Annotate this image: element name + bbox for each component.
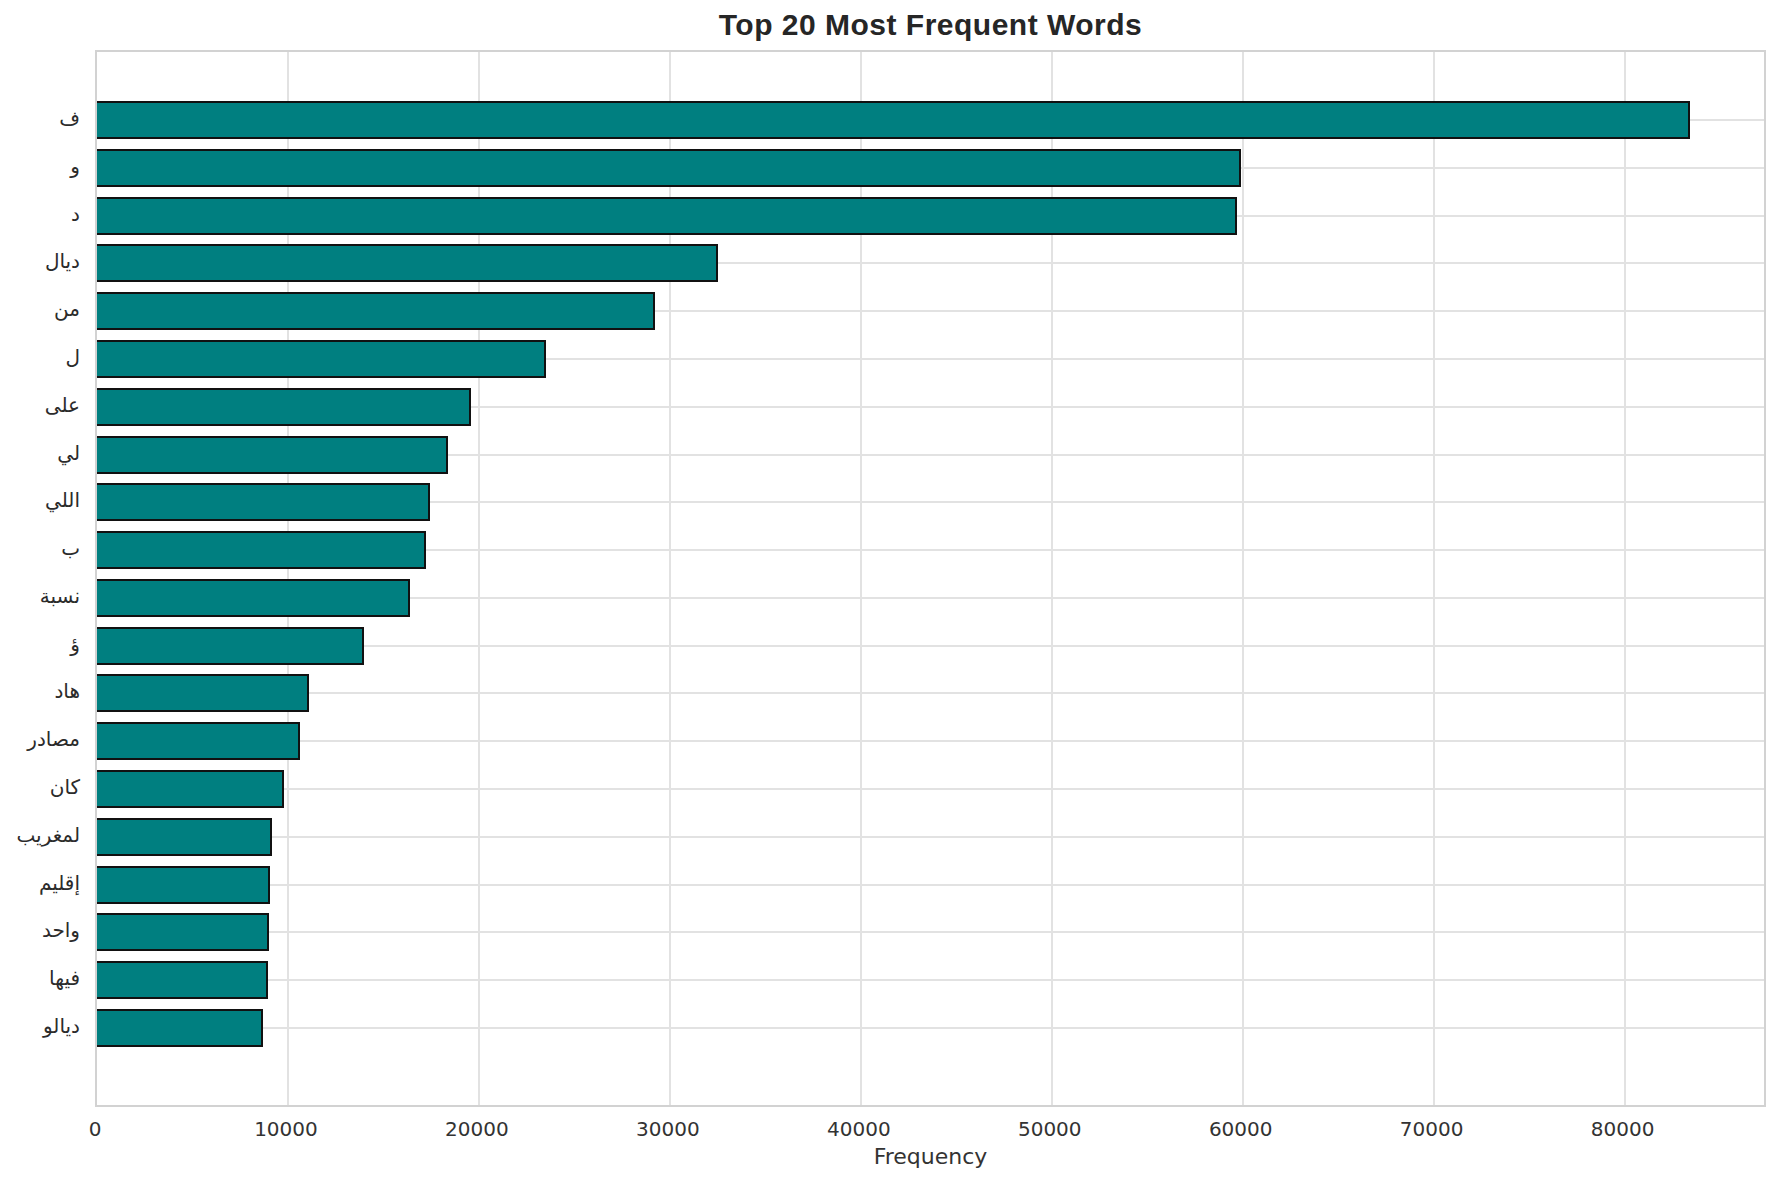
x-tick-label: 70000 [1372, 1117, 1492, 1141]
y-tick-label: لمغريب [0, 821, 80, 849]
bar [97, 722, 300, 760]
y-tick-label: لي [0, 439, 80, 467]
bar [97, 101, 1690, 139]
bar [97, 292, 655, 330]
y-tick-label: فيها [0, 964, 80, 992]
x-tick-label: 80000 [1563, 1117, 1683, 1141]
chart-title: Top 20 Most Frequent Words [95, 8, 1766, 42]
y-tick-label: هاد [0, 677, 80, 705]
gridline-vertical [1624, 52, 1626, 1105]
x-tick-label: 30000 [608, 1117, 728, 1141]
y-tick-label: د [0, 200, 80, 228]
gridline-horizontal [97, 836, 1764, 838]
bar [97, 483, 430, 521]
y-tick-label: ؤ [0, 630, 80, 658]
gridline-horizontal [97, 740, 1764, 742]
gridline-horizontal [97, 692, 1764, 694]
plot-area [95, 50, 1766, 1107]
y-tick-label: من [0, 295, 80, 323]
gridline-horizontal [97, 931, 1764, 933]
y-tick-label: على [0, 391, 80, 419]
x-axis-label: Frequency [95, 1144, 1766, 1169]
y-tick-label: مصادر [0, 725, 80, 753]
gridline-horizontal [97, 884, 1764, 886]
bar [97, 388, 471, 426]
y-tick-label: ب [0, 534, 80, 562]
bar [97, 531, 426, 569]
y-tick-label: نسبة [0, 582, 80, 610]
bar [97, 913, 269, 951]
y-tick-label: ل [0, 343, 80, 371]
bar [97, 818, 272, 856]
bar [97, 770, 284, 808]
y-tick-label: اللي [0, 486, 80, 514]
bar [97, 340, 546, 378]
x-tick-label: 20000 [417, 1117, 537, 1141]
bar [97, 436, 448, 474]
x-tick-label: 10000 [226, 1117, 346, 1141]
x-tick-label: 50000 [990, 1117, 1110, 1141]
x-tick-label: 60000 [1181, 1117, 1301, 1141]
y-tick-label: واحد [0, 916, 80, 944]
gridline-horizontal [97, 1027, 1764, 1029]
figure: Top 20 Most Frequent Words فود ديال من ل على… [0, 0, 1784, 1185]
bar [97, 197, 1237, 235]
bar [97, 579, 410, 617]
y-tick-label: ديال [0, 247, 80, 275]
bar [97, 674, 309, 712]
gridline-horizontal [97, 788, 1764, 790]
bar [97, 1009, 263, 1047]
bar [97, 149, 1241, 187]
bar [97, 627, 364, 665]
y-tick-label: إقليم [0, 869, 80, 897]
y-tick-label: و [0, 152, 80, 180]
bar [97, 961, 268, 999]
gridline-horizontal [97, 979, 1764, 981]
bar [97, 244, 718, 282]
x-tick-label: 0 [35, 1117, 155, 1141]
x-tick-label: 40000 [799, 1117, 919, 1141]
y-tick-label: ديالو [0, 1012, 80, 1040]
gridline-vertical [1242, 52, 1244, 1105]
gridline-vertical [1433, 52, 1435, 1105]
y-tick-label: كان [0, 773, 80, 801]
bar [97, 866, 270, 904]
y-tick-label: ف [0, 104, 80, 132]
